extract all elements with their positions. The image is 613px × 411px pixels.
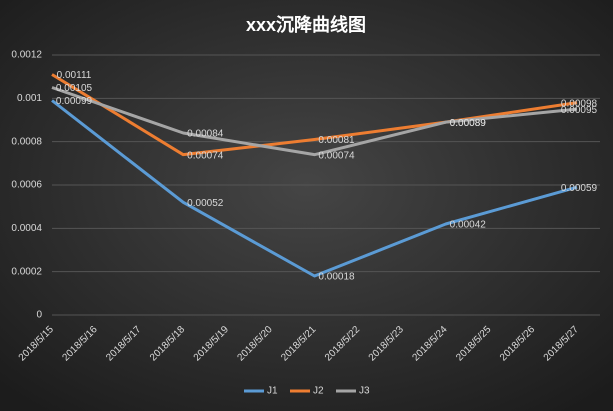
- data-label: 0.00074: [187, 150, 224, 161]
- y-tick-label: 0.0002: [11, 266, 42, 277]
- data-label: 0.00089: [450, 118, 487, 129]
- y-tick-label: 0.0008: [11, 136, 42, 147]
- y-tick-label: 0.0004: [11, 223, 42, 234]
- y-tick-label: 0.001: [17, 93, 42, 104]
- data-label: 0.00074: [318, 150, 355, 161]
- line: [51, 73, 578, 157]
- data-label: 0.00084: [187, 129, 224, 140]
- data-label: 0.00105: [56, 83, 93, 94]
- line: [51, 86, 578, 157]
- y-tick-label: 0.0012: [11, 50, 42, 61]
- data-label: 0.00081: [318, 135, 355, 146]
- data-label: 0.00111: [57, 70, 92, 81]
- line: [51, 99, 578, 278]
- legend-label: J2: [313, 386, 324, 397]
- data-label: 0.00018: [318, 272, 355, 283]
- y-tick-label: 0.0006: [11, 180, 42, 191]
- data-label: 0.00059: [561, 183, 598, 194]
- data-label: 0.00098: [561, 98, 598, 109]
- data-label: 0.00099: [56, 96, 93, 107]
- y-tick-label: 0: [36, 310, 42, 321]
- legend-label: J1: [267, 386, 278, 397]
- data-label: 0.00095: [561, 105, 598, 116]
- data-label: 0.00089: [450, 118, 487, 129]
- legend-label: J3: [359, 386, 370, 397]
- chart-title: xxx沉降曲线图: [246, 14, 366, 35]
- data-label: 0.00052: [187, 198, 224, 209]
- data-label: 0.00042: [450, 220, 487, 231]
